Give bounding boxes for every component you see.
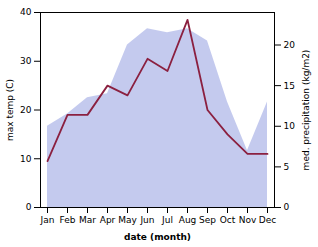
svg-text:0: 0: [26, 202, 32, 212]
svg-text:Jul: Jul: [161, 215, 173, 225]
svg-text:Apr: Apr: [100, 215, 116, 225]
svg-text:Nov: Nov: [239, 215, 257, 225]
svg-text:10: 10: [20, 154, 32, 164]
svg-text:Dec: Dec: [259, 215, 276, 225]
svg-text:10: 10: [284, 121, 296, 131]
svg-text:Sep: Sep: [199, 215, 216, 225]
svg-text:15: 15: [284, 81, 295, 91]
svg-text:Oct: Oct: [220, 215, 236, 225]
svg-text:Jan: Jan: [40, 215, 55, 225]
svg-text:30: 30: [20, 56, 32, 66]
svg-text:max temp (C): max temp (C): [5, 79, 15, 141]
svg-text:date (month): date (month): [124, 232, 191, 242]
svg-text:Mar: Mar: [79, 215, 96, 225]
svg-text:med. precipitation (kg/m2): med. precipitation (kg/m2): [301, 50, 311, 171]
svg-text:Aug: Aug: [179, 215, 197, 225]
svg-text:0: 0: [284, 202, 290, 212]
svg-text:Jun: Jun: [139, 215, 154, 225]
svg-text:40: 40: [20, 7, 32, 17]
svg-text:May: May: [118, 215, 137, 225]
svg-text:20: 20: [284, 40, 296, 50]
svg-text:20: 20: [20, 105, 32, 115]
svg-text:Feb: Feb: [60, 215, 76, 225]
svg-text:5: 5: [284, 162, 290, 172]
